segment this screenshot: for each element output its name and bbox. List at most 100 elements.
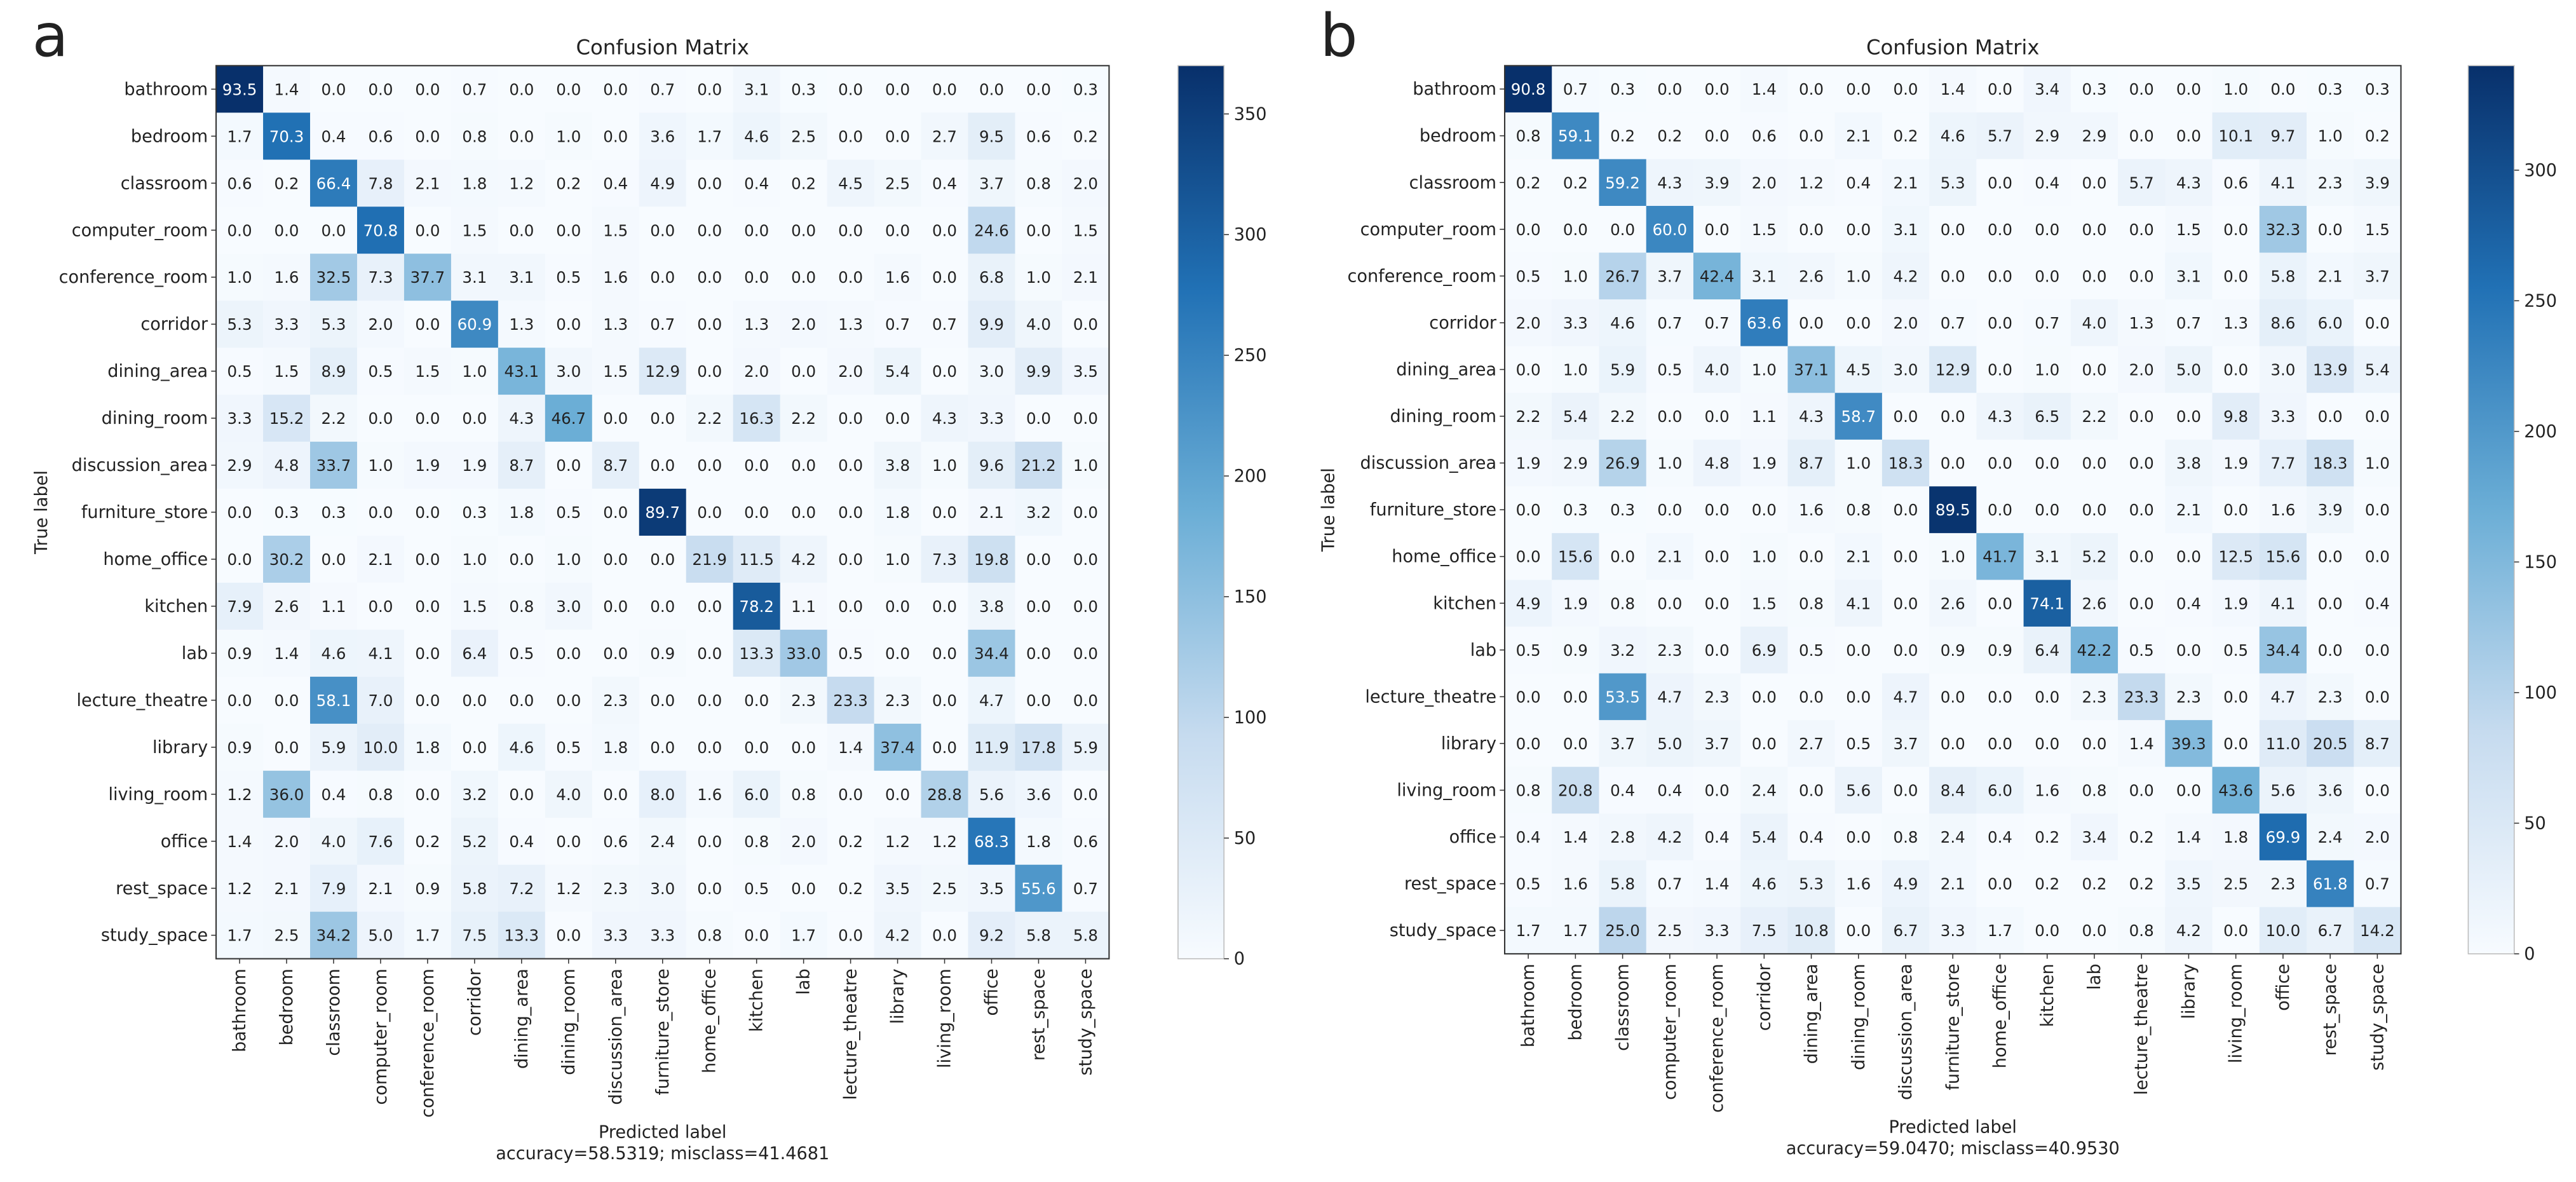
matrix-cell xyxy=(2070,486,2118,534)
cell-label: 33.7 xyxy=(316,456,351,475)
matrix-cell xyxy=(780,911,828,960)
matrix-cell xyxy=(921,535,969,583)
y-tick-label: bathroom xyxy=(1413,79,1496,99)
matrix-cell xyxy=(639,817,687,866)
cell-label: 0.0 xyxy=(2365,314,2390,332)
cell-label: 0.6 xyxy=(368,127,393,146)
matrix-cell xyxy=(827,65,875,114)
cell-label: 1.6 xyxy=(603,268,628,287)
matrix-cell xyxy=(2354,65,2402,113)
y-tick-label: computer_room xyxy=(72,221,208,240)
cell-label: 6.0 xyxy=(2318,314,2343,332)
cell-label: 0.0 xyxy=(932,738,957,757)
matrix-cell xyxy=(2118,252,2166,300)
cell-label: 3.8 xyxy=(2176,454,2201,473)
matrix-cell xyxy=(545,723,593,771)
matrix-cell xyxy=(874,207,922,254)
cell-label: 3.7 xyxy=(1894,735,1918,753)
cell-label: 0.0 xyxy=(2035,454,2059,473)
matrix-cell xyxy=(1015,582,1063,630)
cell-label: 0.0 xyxy=(838,268,863,287)
cell-label: 1.6 xyxy=(1563,875,1588,893)
y-tick-label: study_space xyxy=(101,926,208,946)
matrix-cell xyxy=(403,864,452,913)
cell-label: 0.0 xyxy=(791,738,816,757)
cell-label: 0.3 xyxy=(791,80,816,98)
matrix-cell xyxy=(451,911,499,960)
cell-label: 5.0 xyxy=(2176,360,2201,379)
cell-label: 4.2 xyxy=(2176,921,2201,940)
matrix-cell xyxy=(733,348,781,395)
cell-label: 8.7 xyxy=(2365,735,2390,753)
cell-label: 0.8 xyxy=(368,785,393,804)
cell-label: 0.0 xyxy=(415,691,440,710)
cell-label: 60.9 xyxy=(458,315,492,334)
cell-label: 10.0 xyxy=(363,738,398,757)
matrix-cell xyxy=(1834,860,1883,908)
cell-label: 0.0 xyxy=(2129,80,2154,98)
cell-label: 1.4 xyxy=(2176,828,2201,846)
cell-label: 42.2 xyxy=(2077,641,2112,660)
cell-label: 1.2 xyxy=(932,832,957,851)
matrix-cell xyxy=(2165,673,2213,721)
matrix-cell xyxy=(1599,813,1647,861)
matrix-cell xyxy=(2118,533,2166,581)
matrix-cell xyxy=(2354,860,2402,908)
cell-label: 1.5 xyxy=(275,362,299,381)
matrix-cell xyxy=(1062,254,1110,301)
cell-label: 0.0 xyxy=(1516,360,1541,379)
cell-label: 0.0 xyxy=(1941,735,1965,753)
matrix-cell xyxy=(1599,159,1647,207)
matrix-cell xyxy=(356,442,405,489)
cell-label: 0.5 xyxy=(1799,641,1824,660)
cell-label: 5.6 xyxy=(1846,782,1871,800)
y-tick-label: classroom xyxy=(121,173,208,193)
matrix-cell xyxy=(1505,766,1553,815)
cell-label: 0.0 xyxy=(1026,597,1051,616)
cell-label: 2.2 xyxy=(1516,407,1541,426)
cell-label: 0.0 xyxy=(1941,688,1965,706)
matrix-cell xyxy=(216,160,264,208)
matrix-cell xyxy=(356,65,405,114)
matrix-cell xyxy=(1693,299,1741,347)
cell-label: 2.5 xyxy=(275,927,299,945)
matrix-cell xyxy=(592,582,640,630)
cell-label: 3.1 xyxy=(2035,548,2059,566)
matrix-cell xyxy=(1881,813,1930,861)
matrix-cell xyxy=(1929,627,1977,674)
cell-label: 7.5 xyxy=(462,927,487,945)
matrix-cell xyxy=(639,911,687,960)
matrix-cell xyxy=(921,489,969,536)
cell-label: 2.0 xyxy=(744,362,769,381)
matrix-cell xyxy=(2070,439,2118,487)
cell-label: 7.5 xyxy=(1752,921,1777,940)
cell-label: 0.0 xyxy=(1941,454,1965,473)
matrix-cell xyxy=(1646,907,1694,954)
matrix-cell xyxy=(2212,393,2260,440)
matrix-cell xyxy=(827,723,875,771)
cell-label: 0.0 xyxy=(2223,267,2248,285)
cell-label: 4.7 xyxy=(2270,688,2295,706)
cell-label: 0.0 xyxy=(1988,221,2012,239)
matrix-cell xyxy=(921,254,969,301)
cell-label: 0.0 xyxy=(744,503,769,522)
cell-label: 0.0 xyxy=(2318,548,2343,566)
matrix-cell xyxy=(1976,673,2024,721)
cell-label: 21.2 xyxy=(1021,456,1056,475)
matrix-cell xyxy=(1740,627,1789,674)
cell-label: 3.1 xyxy=(1894,221,1918,239)
matrix-cell xyxy=(1552,627,1600,674)
cell-label: 46.7 xyxy=(552,409,586,428)
cell-label: 0.0 xyxy=(1073,503,1098,522)
matrix-cell xyxy=(1015,301,1063,348)
cell-label: 1.5 xyxy=(603,362,628,381)
cell-label: 2.1 xyxy=(1657,548,1682,566)
x-tick-label: corridor xyxy=(1754,963,1774,1031)
cell-label: 0.3 xyxy=(2365,80,2390,98)
cell-label: 0.0 xyxy=(603,127,628,146)
cell-label: 0.0 xyxy=(697,268,722,287)
y-tick-label: living_room xyxy=(108,785,208,805)
matrix-cell xyxy=(1881,860,1930,908)
cell-label: 2.0 xyxy=(838,362,863,381)
cell-label: 4.0 xyxy=(321,832,346,851)
